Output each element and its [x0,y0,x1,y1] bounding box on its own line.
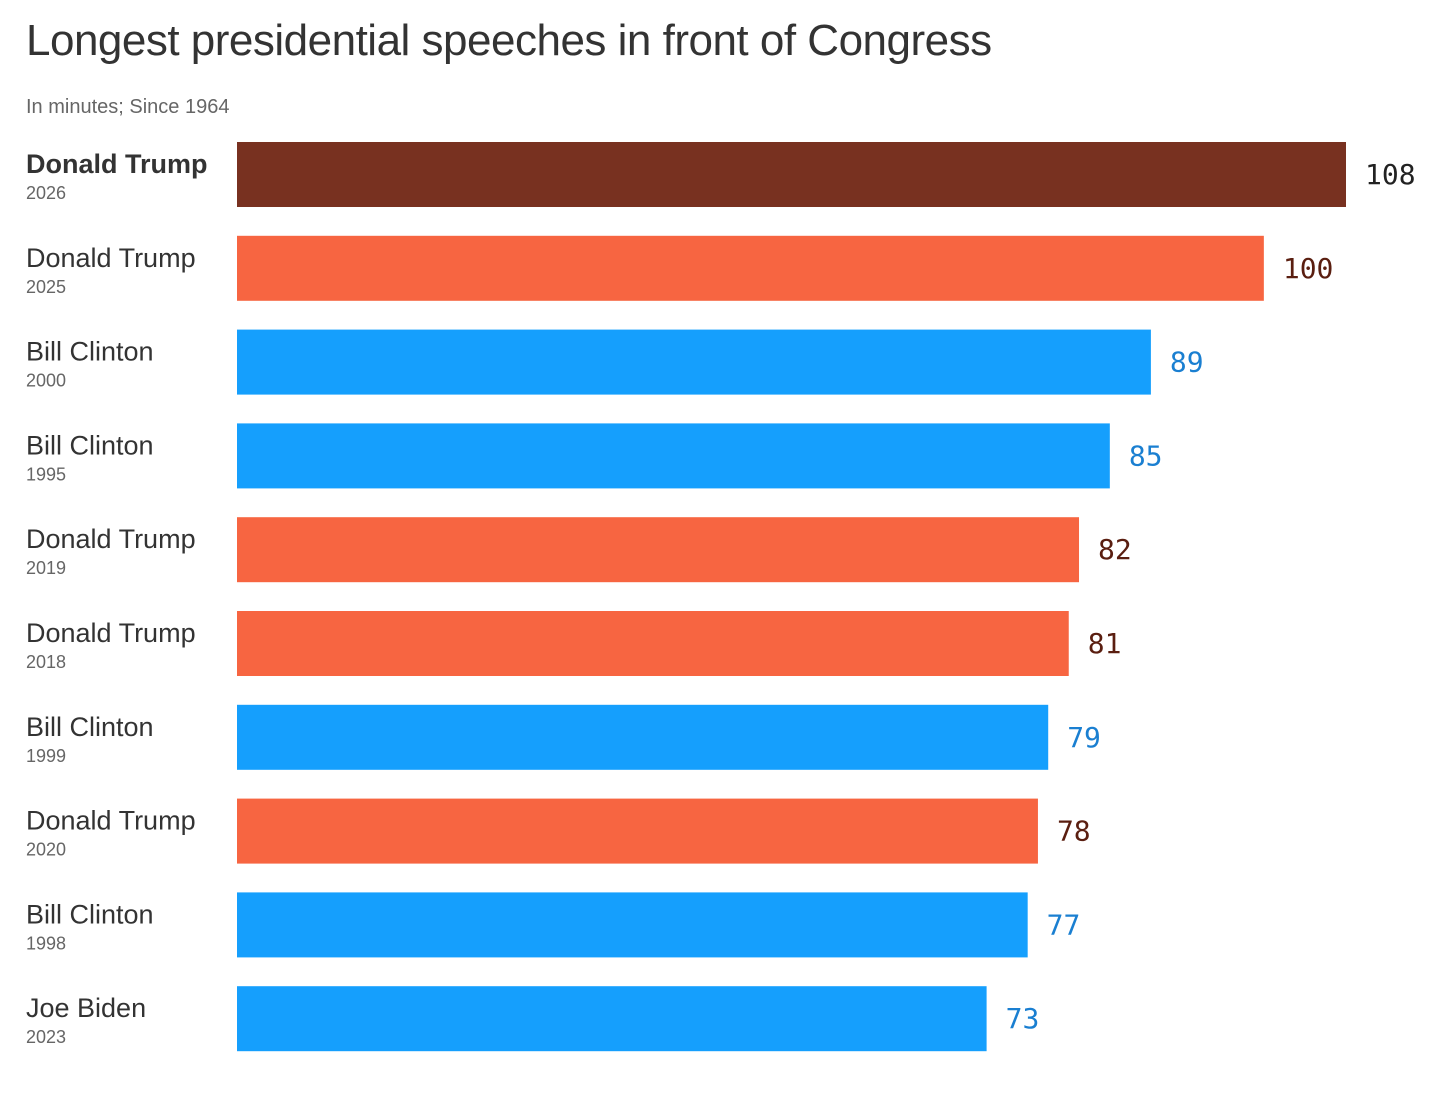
value-label: 77 [1047,908,1081,941]
value-label: 108 [1365,158,1416,191]
bar [237,986,987,1052]
bar [237,235,1264,301]
value-label: 82 [1098,533,1132,566]
bar [237,892,1028,958]
value-label: 73 [1006,1002,1040,1035]
category-name-label: Bill Clinton [26,430,154,460]
value-label: 100 [1283,252,1334,285]
category-name-label: Donald Trump [26,524,196,554]
category-name-label: Bill Clinton [26,899,154,929]
category-name-label: Donald Trump [26,806,196,836]
chart-title: Longest presidential speeches in front o… [26,16,992,65]
category-name-label: Bill Clinton [26,712,154,742]
bar [237,517,1080,583]
category-year-label: 2019 [26,558,66,578]
category-name-label: Donald Trump [26,243,196,273]
category-name-label: Donald Trump [26,149,208,179]
chart-subtitle: In minutes; Since 1964 [26,96,230,118]
category-year-label: 2025 [26,277,66,297]
bar [237,142,1346,207]
category-name-label: Bill Clinton [26,337,154,367]
category-year-label: 1999 [26,746,66,766]
category-year-label: 2026 [26,183,66,203]
value-label: 89 [1170,346,1204,379]
bar [237,423,1110,489]
bar [237,611,1069,676]
category-year-label: 2020 [26,840,66,860]
bar [237,798,1038,864]
category-name-label: Joe Biden [26,993,146,1023]
category-name-label: Donald Trump [26,618,196,648]
category-year-label: 2000 [26,371,66,391]
bar [237,704,1049,770]
value-label: 85 [1129,439,1163,472]
category-year-label: 1995 [26,464,66,484]
value-label: 78 [1057,815,1091,848]
value-label: 79 [1067,721,1101,754]
category-year-label: 2023 [26,1027,66,1047]
value-label: 81 [1088,627,1122,660]
category-year-label: 1998 [26,933,66,953]
bar [237,329,1151,395]
category-year-label: 2018 [26,652,66,672]
